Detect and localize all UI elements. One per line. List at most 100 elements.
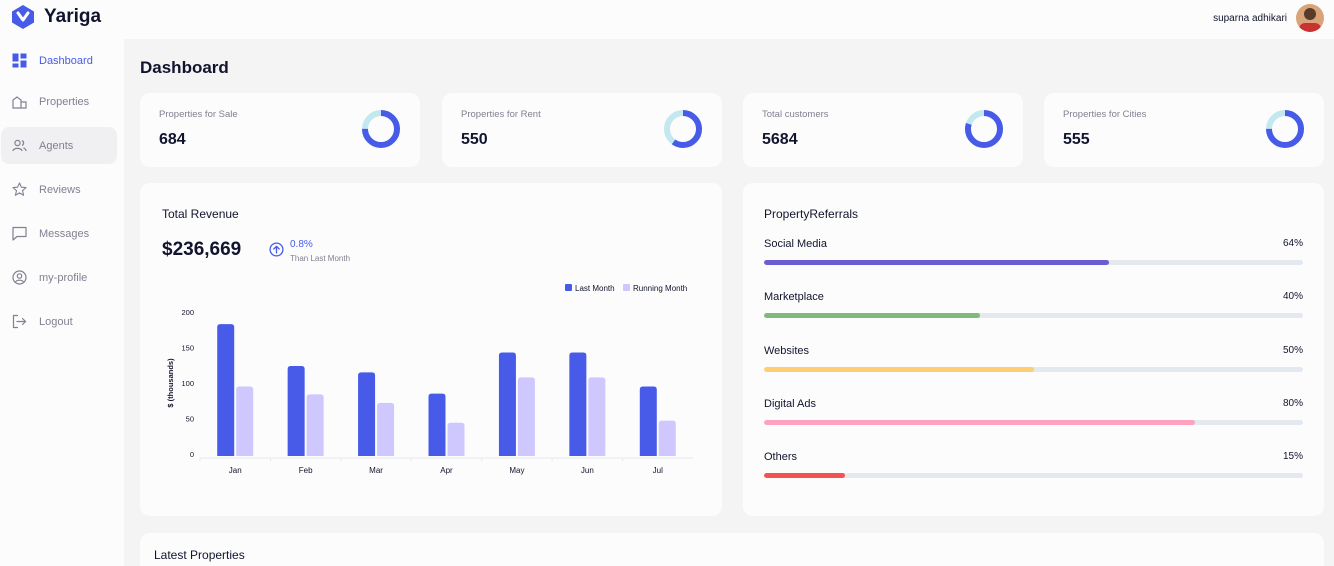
y-tick-label: 200 — [181, 308, 194, 317]
progress-fill — [764, 367, 1034, 372]
stat-value: 5684 — [762, 131, 798, 148]
stat-label: Properties for Rent — [461, 109, 541, 120]
sidebar-item-label: Dashboard — [39, 54, 93, 67]
progress-track — [764, 367, 1303, 372]
logo-icon — [12, 5, 34, 29]
properties-icon — [12, 96, 27, 109]
referral-name: Others — [764, 451, 798, 463]
revenue-bar-chart: 0 50 100 150 200 $ (thousands) Jan Feb Mar Apr May… — [166, 284, 693, 475]
progress-track — [764, 313, 1303, 318]
sidebar-item-reviews[interactable]: Reviews — [1, 171, 117, 208]
donut-fill — [362, 110, 400, 148]
referral-name: Digital Ads — [764, 398, 816, 410]
x-tick-label: Apr — [440, 466, 453, 475]
progress-track — [764, 473, 1303, 478]
referral-name: Websites — [764, 345, 810, 357]
stat-label: Properties for Sale — [159, 109, 238, 120]
page-title: Dashboard — [140, 58, 229, 77]
y-tick-label: 50 — [186, 415, 194, 424]
x-tick-label: Jun — [581, 466, 594, 475]
app-logo[interactable]: Yariga — [10, 4, 101, 30]
referral-name: Social Media — [764, 238, 827, 250]
top-bar: Yariga suparna adhikari — [0, 0, 1334, 39]
bar-last-month-jan[interactable] — [217, 324, 235, 456]
referral-name: Marketplace — [764, 291, 824, 303]
x-tick-label: Jul — [653, 466, 663, 475]
sidebar-item-my-profile[interactable]: my-profile — [1, 259, 117, 296]
app-name: Yariga — [44, 6, 102, 27]
donut-chart — [362, 110, 400, 148]
bar-last-month-may[interactable] — [498, 352, 516, 456]
agents-icon — [12, 139, 27, 152]
progress-fill — [764, 260, 1109, 265]
x-tick-label: Jan — [229, 466, 242, 475]
referral-percent: 50% — [1282, 345, 1303, 356]
sidebar-item-logout[interactable]: Logout — [1, 303, 117, 340]
avatar-image — [1296, 4, 1324, 32]
legend-label: Running Month — [633, 284, 687, 293]
logout-icon — [12, 314, 27, 329]
sidebar-item-label: Reviews — [39, 183, 81, 196]
legend-label: Last Month — [575, 284, 615, 293]
donut-chart — [664, 110, 702, 148]
bar-running-month-may[interactable] — [517, 377, 535, 456]
stat-label: Properties for Cities — [1063, 109, 1147, 120]
user-name: suparna adhikari — [1213, 12, 1287, 24]
sidebar-item-messages[interactable]: Messages — [1, 215, 117, 252]
y-tick-label: 0 — [190, 450, 194, 459]
panel-title: Latest Properties — [154, 548, 245, 562]
stat-card-sale: Properties for Sale 684 — [140, 93, 420, 167]
property-referrals-panel: PropertyReferrals Social Media 64% Marke… — [743, 183, 1324, 516]
bar-running-month-feb[interactable] — [306, 394, 324, 456]
stat-card-cities: Properties for Cities 555 — [1044, 93, 1324, 167]
progress-fill — [764, 313, 980, 318]
revenue-change: 0.8% — [290, 239, 313, 250]
bar-running-month-jun[interactable] — [588, 377, 606, 456]
referral-row: Social Media 64% — [764, 238, 1303, 268]
sidebar-item-label: Agents — [39, 139, 74, 152]
y-tick-label: 100 — [181, 379, 194, 388]
dashboard-icon — [12, 53, 27, 68]
message-icon — [12, 226, 27, 241]
profile-icon — [12, 270, 27, 285]
donut-fill — [664, 110, 702, 148]
referral-percent: 15% — [1282, 451, 1303, 462]
stat-value: 684 — [159, 131, 186, 148]
bar-last-month-feb[interactable] — [287, 365, 305, 456]
bar-last-month-apr[interactable] — [428, 393, 446, 456]
avatar[interactable] — [1296, 4, 1324, 32]
bar-last-month-jul[interactable] — [639, 386, 657, 456]
stat-value: 555 — [1063, 131, 1090, 148]
stat-label: Total customers — [762, 109, 829, 120]
arrow-up-circle-icon — [269, 242, 284, 257]
progress-track — [764, 420, 1303, 425]
panel-title: PropertyReferrals — [764, 207, 859, 221]
progress-track — [764, 260, 1303, 265]
progress-fill — [764, 473, 845, 478]
x-tick-label: May — [509, 466, 524, 475]
y-axis-label: $ (thousands) — [166, 358, 175, 408]
sidebar-item-label: Properties — [39, 95, 90, 108]
bar-running-month-apr[interactable] — [447, 422, 465, 456]
x-tick-label: Mar — [369, 466, 383, 475]
user-menu[interactable]: suparna adhikari — [1213, 4, 1324, 32]
sidebar-item-agents[interactable]: Agents — [1, 127, 117, 164]
panel-title: Total Revenue — [162, 207, 239, 221]
referral-row: Digital Ads 80% — [764, 398, 1303, 428]
bar-running-month-jul[interactable] — [658, 420, 676, 456]
star-icon — [12, 182, 27, 196]
x-tick-label: Feb — [299, 466, 313, 475]
referral-row: Websites 50% — [764, 345, 1303, 375]
bar-running-month-mar[interactable] — [377, 402, 395, 456]
bar-running-month-jan[interactable] — [236, 386, 254, 456]
y-tick-label: 150 — [181, 344, 194, 353]
bar-last-month-mar[interactable] — [358, 372, 376, 456]
bar-last-month-jun[interactable] — [569, 352, 587, 456]
sidebar-item-properties[interactable]: Properties — [1, 83, 117, 120]
sidebar-item-dashboard[interactable]: Dashboard — [1, 42, 117, 79]
referral-row: Others 15% — [764, 451, 1303, 481]
legend-swatch — [623, 284, 630, 291]
donut-fill — [1266, 110, 1304, 148]
sidebar: Dashboard Properties Agents Reviews Mess… — [0, 39, 124, 566]
donut-chart — [1266, 110, 1304, 148]
